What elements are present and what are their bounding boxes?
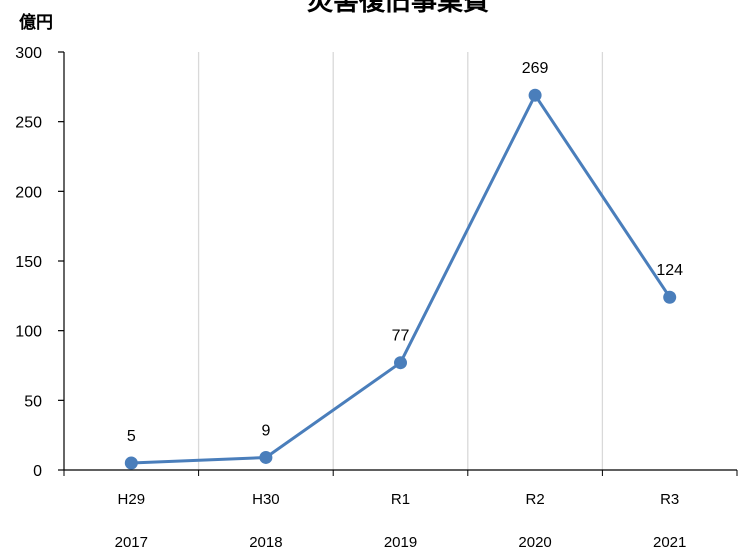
- data-point-marker: [124, 456, 138, 470]
- x-year-label: 2018: [249, 534, 282, 551]
- x-category-label: H29: [118, 491, 146, 508]
- y-tick-label: 250: [15, 115, 42, 132]
- y-tick-label: 100: [15, 324, 42, 341]
- data-value-label: 9: [261, 422, 270, 439]
- data-value-label: 124: [656, 262, 683, 279]
- y-tick-label: 200: [15, 184, 42, 201]
- data-value-label: 269: [522, 60, 549, 77]
- x-year-label: 2019: [384, 534, 417, 551]
- series-line: [124, 88, 677, 470]
- x-category-label: R3: [660, 491, 679, 508]
- y-tick-label: 150: [15, 254, 42, 271]
- y-tick-label: 300: [15, 45, 42, 62]
- data-point-marker: [663, 290, 677, 304]
- data-value-label: 77: [392, 328, 410, 345]
- x-year-label: 2021: [653, 534, 686, 551]
- y-axis-unit-label: 億円: [19, 12, 53, 33]
- data-point-marker: [528, 88, 542, 102]
- x-year-label: 2017: [115, 534, 148, 551]
- y-tick-label: 0: [33, 463, 42, 480]
- x-category-label: H30: [252, 491, 280, 508]
- chart-title: 災害復旧事業費: [307, 0, 489, 17]
- data-labels: 5 9 77 269 124: [127, 60, 683, 445]
- data-value-label: 5: [127, 428, 136, 445]
- x-category-label: R2: [526, 491, 545, 508]
- gridlines: [197, 52, 604, 470]
- series-polyline: [131, 93, 671, 465]
- y-tick-label: 50: [24, 393, 42, 410]
- axes: [58, 51, 738, 476]
- data-point-marker: [394, 356, 407, 370]
- data-point-marker: [259, 450, 273, 464]
- x-category-label: R1: [391, 491, 410, 508]
- x-year-label: 2020: [518, 534, 551, 551]
- axis-labels: 0 50 100 150 200 250 300 H29 2017 H30 2018 R1 2019 R2…: [15, 45, 686, 551]
